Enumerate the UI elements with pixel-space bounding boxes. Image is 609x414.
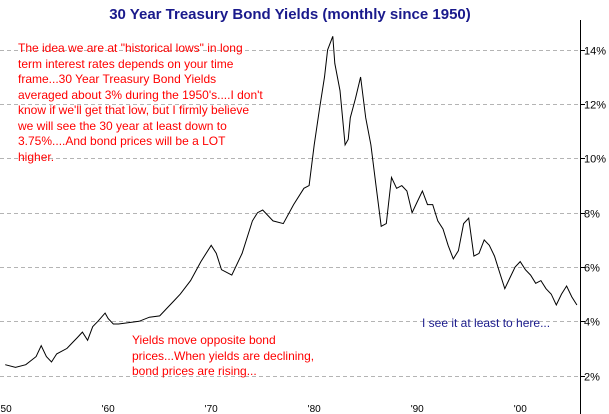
y-tick-label: 2% xyxy=(584,372,600,384)
grid-lines xyxy=(0,50,580,377)
y-tick-label: 12% xyxy=(584,100,606,112)
x-axis-ticks: '50 '60 '70 '80 '90 '00 xyxy=(0,404,527,414)
yield-series-line xyxy=(5,36,578,368)
x-tick-label: '80 xyxy=(308,404,321,414)
x-tick-label: '00 xyxy=(514,404,527,414)
annotation-inverse-relationship: Yields move opposite bond prices...When … xyxy=(132,333,315,378)
x-tick-label: '90 xyxy=(411,404,424,414)
y-tick-label: 4% xyxy=(584,317,600,329)
annotation-target-level: I see it at least to here... xyxy=(422,316,551,330)
x-tick-label: '50 xyxy=(0,404,12,414)
x-tick-label: '60 xyxy=(102,404,115,414)
y-axis-ticks: 2% 4% 6% 8% 10% 12% 14% xyxy=(580,46,606,384)
annotation-historical-lows: The idea we are at "historical lows" in … xyxy=(18,41,263,164)
chart-title: 30 Year Treasury Bond Yields (monthly si… xyxy=(109,6,471,23)
y-tick-label: 6% xyxy=(584,263,600,275)
y-tick-label: 14% xyxy=(584,46,606,58)
x-tick-label: '70 xyxy=(205,404,218,414)
y-tick-label: 8% xyxy=(584,209,600,221)
y-tick-label: 10% xyxy=(584,154,606,166)
